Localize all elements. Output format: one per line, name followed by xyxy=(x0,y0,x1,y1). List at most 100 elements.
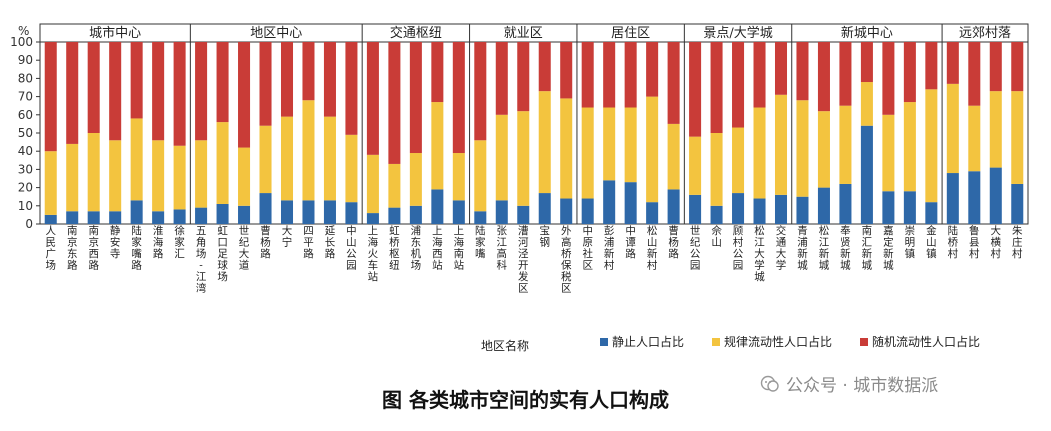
bar-segment-1 xyxy=(152,140,165,212)
x-tick-char: 淮 xyxy=(153,225,164,237)
bar-segment-1 xyxy=(431,102,444,190)
bar-segment-2 xyxy=(903,42,916,103)
bar-segment-1 xyxy=(667,123,680,190)
bar-segment-1 xyxy=(302,100,315,201)
x-tick-label: 延长路 xyxy=(325,225,336,260)
x-tick-char: 交 xyxy=(776,224,787,237)
x-tick-char: 区 xyxy=(561,283,572,295)
bar-segment-1 xyxy=(925,89,938,203)
x-tick-label: 徐家汇 xyxy=(174,224,185,260)
bar-segment-0 xyxy=(581,198,594,224)
y-tick-label: 30 xyxy=(18,162,33,176)
bar-segment-2 xyxy=(409,42,422,154)
bar-segment-1 xyxy=(882,114,895,192)
y-tick-label: 0 xyxy=(25,217,33,231)
x-tick-char: 山 xyxy=(926,237,937,249)
bar-segment-2 xyxy=(44,42,57,152)
x-tick-label: 松江大学城 xyxy=(754,224,765,283)
x-tick-char: 河 xyxy=(518,237,529,249)
bar-segment-1 xyxy=(44,151,57,215)
x-tick-char: 海 xyxy=(454,236,465,249)
x-tick-char: 口 xyxy=(217,237,228,249)
x-axis-title: 地区名称 xyxy=(481,338,529,353)
figure-caption: 图 各类城市空间的实有人口构成 xyxy=(382,388,669,412)
bar-segment-1 xyxy=(860,82,873,126)
x-tick-char: 城 xyxy=(754,271,765,283)
x-tick-char: 世 xyxy=(239,225,250,237)
bar-segment-2 xyxy=(366,42,379,155)
x-tick-char: 江 xyxy=(196,271,207,283)
bar-segment-2 xyxy=(474,42,487,141)
legend-swatch-1 xyxy=(712,338,720,346)
bar-segment-1 xyxy=(130,118,143,201)
x-tick-char: 大 xyxy=(754,247,765,260)
x-tick-char: 大 xyxy=(776,247,787,260)
group-label: 城市中心 xyxy=(89,25,141,41)
legend-swatch-2 xyxy=(860,338,868,346)
bar-segment-0 xyxy=(753,198,766,224)
x-tick-char: 陆 xyxy=(475,224,486,237)
x-tick-char: 新 xyxy=(840,247,851,260)
x-tick-label: 淮海路 xyxy=(153,225,164,260)
x-tick-char: 民 xyxy=(45,237,56,249)
x-tick-char: 路 xyxy=(668,247,679,260)
bar-segment-2 xyxy=(603,42,616,108)
bar-segment-2 xyxy=(968,42,981,106)
bar-segment-2 xyxy=(732,42,745,128)
x-tick-char: 东 xyxy=(411,236,422,249)
x-tick-char: 世 xyxy=(690,225,701,237)
x-tick-char: 家 xyxy=(174,236,185,249)
bar-segment-1 xyxy=(968,105,981,172)
y-tick-label: 50 xyxy=(18,126,33,140)
y-tick-label: 40 xyxy=(18,144,33,158)
watermark-text: 公众号 · 城市数据派 xyxy=(786,376,939,396)
x-tick-label: 上海南站 xyxy=(454,225,465,272)
bar-segment-2 xyxy=(796,42,809,101)
group-label: 新城中心 xyxy=(841,25,893,41)
y-tick-label: 70 xyxy=(18,90,33,104)
bar-segment-2 xyxy=(710,42,723,133)
x-tick-label: 嘉定新城 xyxy=(883,224,894,272)
bar-segment-2 xyxy=(517,42,530,112)
bar-segment-1 xyxy=(195,140,208,208)
bar-segment-2 xyxy=(152,42,165,141)
x-tick-label: 张江高科 xyxy=(497,225,508,272)
x-tick-char: 路 xyxy=(153,247,164,260)
x-tick-char: 站 xyxy=(368,270,379,283)
x-tick-char: 村 xyxy=(991,247,1002,260)
bar-segment-1 xyxy=(989,91,1002,168)
bar-segment-1 xyxy=(774,94,788,195)
x-tick-char: 纪 xyxy=(239,237,250,249)
bar-segment-2 xyxy=(66,42,79,144)
x-tick-char: 汇 xyxy=(174,247,185,260)
x-tick-label: 陆家嘴路 xyxy=(131,224,142,272)
x-tick-char: 枢 xyxy=(389,247,400,260)
x-tick-label: 彭浦新村 xyxy=(604,224,615,272)
bar-segment-2 xyxy=(259,42,272,126)
x-tick-char: 桥 xyxy=(389,237,400,249)
x-tick-label: 世纪大道 xyxy=(239,225,250,272)
x-tick-char: 村 xyxy=(733,236,744,249)
bar-segment-1 xyxy=(689,136,702,195)
x-tick-char: 新 xyxy=(862,247,873,260)
x-tick-char: 场 xyxy=(196,247,207,260)
bar-segment-0 xyxy=(152,211,165,224)
x-tick-char: 东 xyxy=(67,247,78,260)
bar-segment-0 xyxy=(66,211,79,224)
x-tick-char: 杨 xyxy=(668,236,679,249)
x-tick-char: 公 xyxy=(690,248,701,260)
bar-segment-0 xyxy=(302,200,315,224)
x-tick-char: 陆 xyxy=(948,224,959,237)
x-tick-char: 嘴 xyxy=(131,248,142,260)
x-tick-char: 海 xyxy=(153,236,164,249)
x-tick-char: 县 xyxy=(969,237,980,249)
bar-segment-1 xyxy=(409,153,422,206)
x-tick-char: 机 xyxy=(411,247,422,260)
group-label: 远郊村落 xyxy=(959,25,1011,41)
x-tick-char: 场 xyxy=(217,270,228,283)
x-tick-label: 南汇新城 xyxy=(862,224,873,272)
bar-segment-0 xyxy=(109,211,122,224)
x-tick-char: 江 xyxy=(819,237,830,249)
x-tick-label: 顾村公园 xyxy=(733,225,744,272)
